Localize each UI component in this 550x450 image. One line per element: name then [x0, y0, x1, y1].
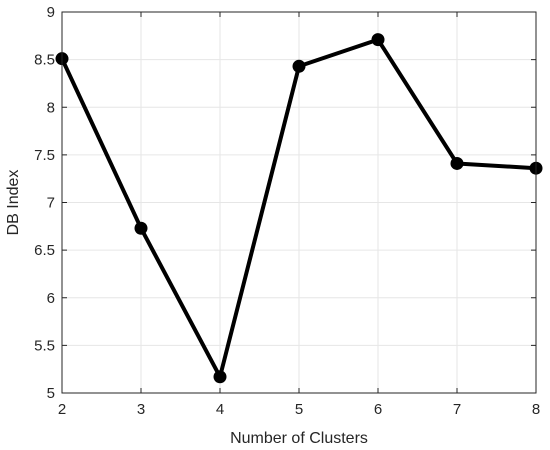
y-tick-label: 7 — [47, 195, 55, 212]
y-tick-label: 9 — [47, 4, 55, 21]
x-tick-labels: 2 3 4 5 6 7 8 — [58, 401, 540, 418]
y-tick-label: 8.5 — [34, 52, 55, 69]
x-tick-label: 8 — [532, 401, 540, 418]
x-tick-label: 2 — [58, 401, 66, 418]
y-tick-label: 5 — [47, 385, 55, 402]
data-point — [134, 221, 148, 235]
y-tick-label: 6 — [47, 290, 55, 307]
y-tick-label: 5.5 — [34, 337, 55, 354]
x-tick-label: 7 — [453, 401, 461, 418]
data-point — [371, 33, 385, 47]
x-tick-label: 4 — [216, 401, 224, 418]
x-tick-label: 3 — [137, 401, 145, 418]
x-axis-label: Number of Clusters — [230, 430, 368, 447]
data-point — [450, 156, 464, 170]
plot-frame — [61, 11, 537, 394]
x-tick-label: 5 — [295, 401, 303, 418]
data-point — [292, 59, 306, 73]
y-tick-label: 7.5 — [34, 147, 55, 164]
y-axis-label: DB Index — [5, 170, 22, 236]
y-tick-label: 6.5 — [34, 242, 55, 259]
series-group — [55, 33, 543, 384]
x-tick-label: 6 — [374, 401, 382, 418]
data-point — [213, 370, 227, 384]
y-tick-label: 8 — [47, 99, 55, 116]
y-tick-labels: 5 5.5 6 6.5 7 7.5 8 8.5 9 — [34, 4, 55, 402]
